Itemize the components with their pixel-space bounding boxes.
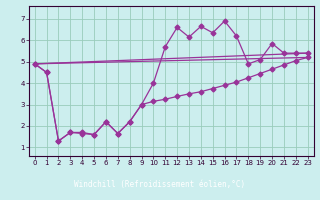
Text: Windchill (Refroidissement éolien,°C): Windchill (Refroidissement éolien,°C) bbox=[75, 180, 245, 190]
